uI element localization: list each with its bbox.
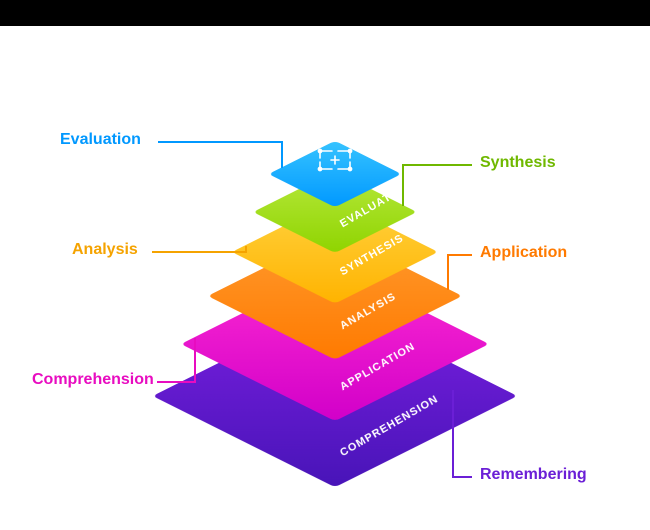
leader-tick [402,164,404,206]
callout-remembering: Remembering [480,466,587,484]
callout-comprehension: Comprehension [32,371,154,389]
callout-application: Application [480,244,567,262]
leader-line [157,381,196,383]
leader-tick [194,338,196,381]
leader-tick [452,390,454,476]
callout-evaluation: Evaluation [60,131,141,149]
leader-line [152,251,247,253]
leader-tick [447,254,449,290]
slab-label-remembering: REMEMBERING [338,472,426,530]
leader-line [447,254,472,256]
top-black-bar [0,0,650,26]
leader-line [402,164,472,166]
callout-synthesis: Synthesis [480,154,556,172]
leader-line [452,476,472,478]
leader-tick [245,246,247,251]
leader-line [158,141,283,143]
pyramid-diagram: REMEMBERINGRememberingCOMPREHENSIONCompr… [0,26,650,520]
evaluation-focus-icon [312,145,358,175]
callout-analysis: Analysis [72,241,138,259]
leader-tick [281,141,283,168]
